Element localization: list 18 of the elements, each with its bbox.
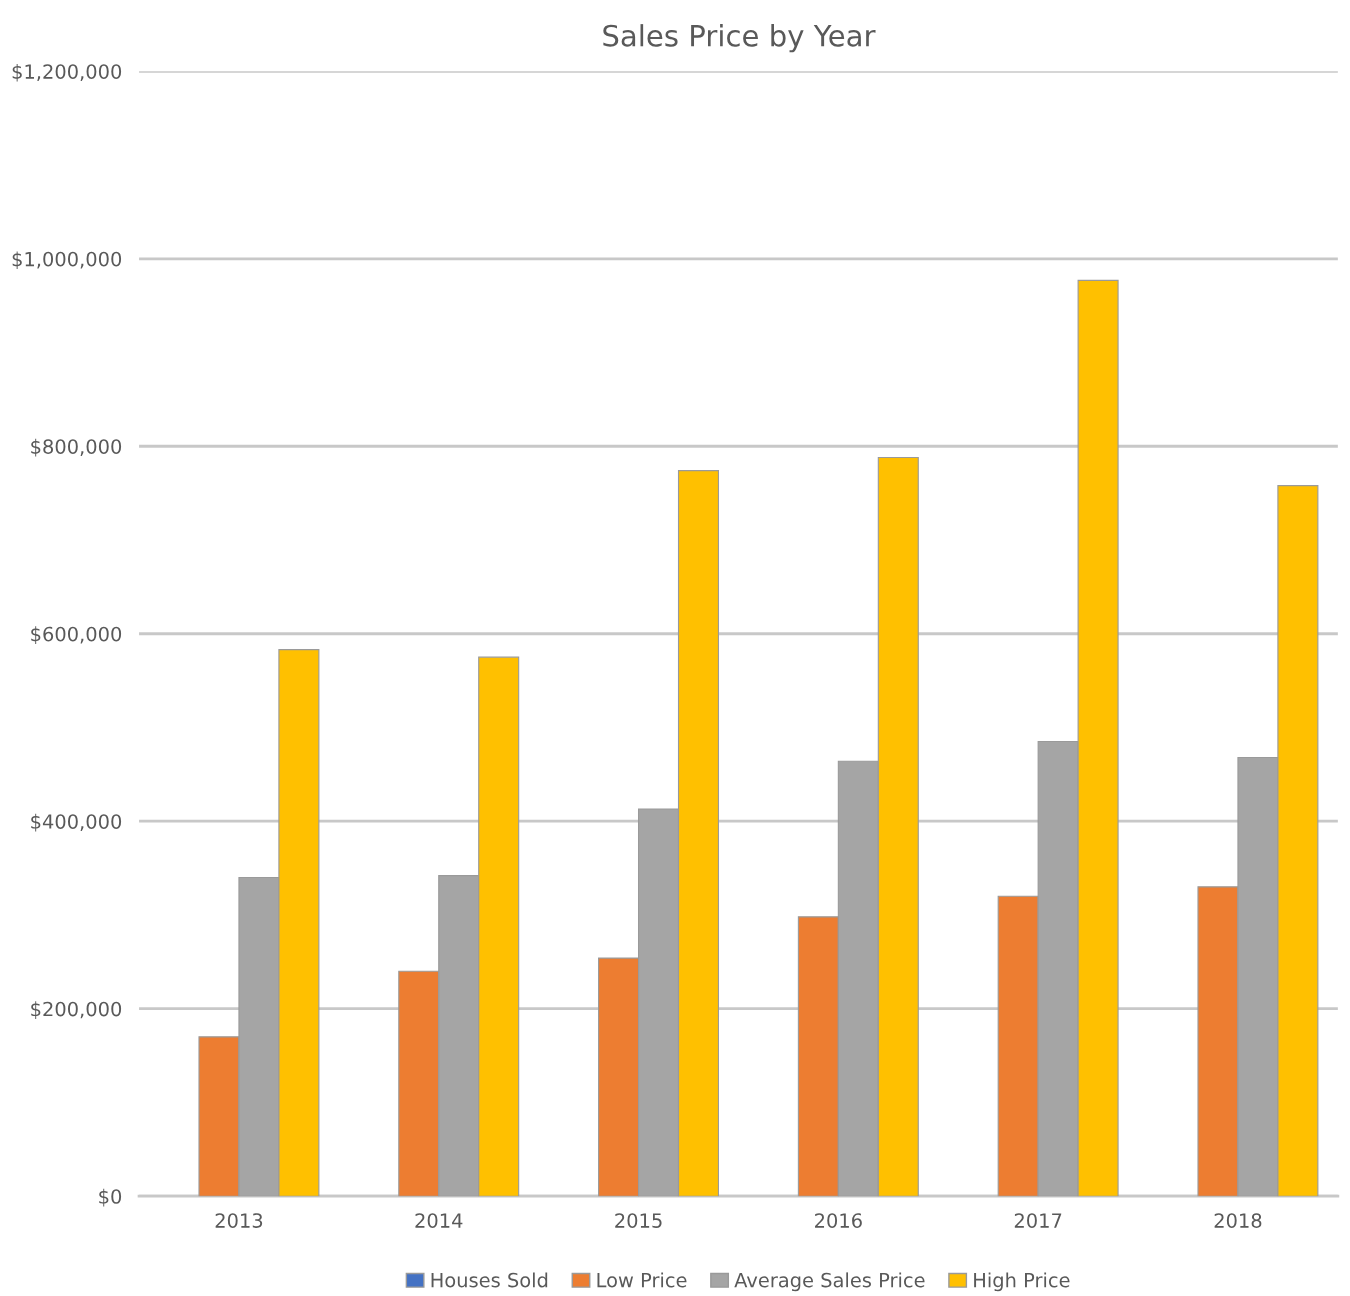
y-tick-label: $1,000,000 — [12, 251, 122, 270]
x-tick-label: 2013 — [215, 1213, 263, 1228]
x-tick-label: 2015 — [615, 1213, 662, 1228]
y-tick-label: $800,000 — [31, 438, 122, 457]
y-tick-label: $0 — [99, 1188, 122, 1207]
x-tick-label: 2014 — [415, 1213, 463, 1228]
legend-label: Houses Sold — [431, 1272, 548, 1288]
legend-label: Average Sales Price — [734, 1272, 925, 1292]
y-tick-label: $600,000 — [31, 626, 122, 644]
x-tick-label: 2016 — [815, 1213, 862, 1228]
y-tick-label: $200,000 — [31, 1001, 122, 1019]
x-tick-label: 2017 — [1014, 1213, 1062, 1228]
x-tick-label: 2018 — [1214, 1213, 1262, 1228]
y-tick-label: $400,000 — [31, 813, 122, 832]
legend-label: High Price — [974, 1272, 1070, 1292]
chart-title: Sales Price by Year — [603, 24, 876, 53]
y-tick-label: $1,200,000 — [12, 63, 122, 82]
legend-label: Low Price — [597, 1272, 687, 1288]
